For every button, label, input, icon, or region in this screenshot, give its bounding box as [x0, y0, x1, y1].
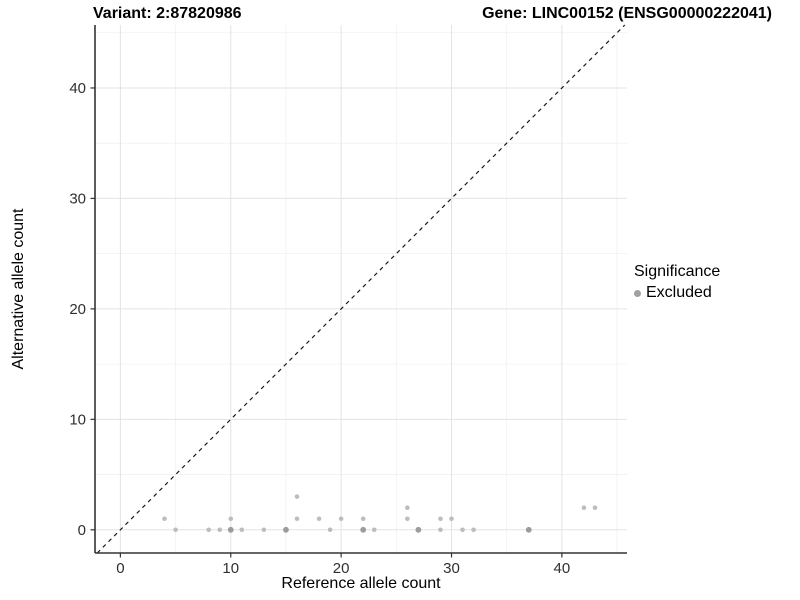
- data-point: [162, 516, 167, 522]
- data-point-overlap: [415, 526, 422, 533]
- data-point: [449, 516, 454, 522]
- data-point: [294, 494, 300, 499]
- x-tick-label: 10: [222, 560, 239, 577]
- excluded-point-icon: [634, 289, 641, 297]
- x-tick-label: 40: [554, 560, 571, 577]
- data-point: [338, 516, 344, 522]
- x-tick-label: 20: [333, 560, 350, 577]
- data-point-overlap: [283, 526, 289, 533]
- data-point: [460, 527, 465, 533]
- x-axis-title: Reference allele count: [281, 575, 441, 592]
- data-point: [360, 516, 366, 522]
- panel-background: [95, 25, 627, 553]
- data-point: [173, 527, 178, 533]
- legend-item-excluded: Excluded: [634, 284, 720, 302]
- x-tick-label: 30: [443, 560, 460, 577]
- y-tick-label: 40: [69, 80, 86, 97]
- data-point: [239, 527, 245, 533]
- y-axis-title: Alternative allele count: [10, 208, 27, 370]
- variant-title: Variant: 2:87820986: [93, 5, 242, 22]
- data-point: [405, 516, 410, 522]
- y-tick-label: 20: [69, 301, 86, 318]
- legend-title: Significance: [634, 263, 721, 280]
- data-point: [217, 527, 223, 533]
- data-point: [592, 505, 598, 511]
- data-point: [581, 505, 587, 511]
- y-tick-label: 0: [78, 522, 86, 539]
- data-point: [438, 527, 443, 533]
- data-point: [438, 516, 443, 522]
- x-tick-label: 0: [116, 560, 124, 577]
- data-point: [261, 527, 267, 533]
- data-point: [471, 527, 476, 533]
- legend-item-label: Excluded: [646, 284, 712, 301]
- data-point-overlap: [360, 526, 367, 533]
- data-point: [206, 527, 211, 533]
- data-point: [228, 516, 234, 522]
- data-point: [327, 527, 333, 533]
- data-point-overlap: [525, 526, 532, 533]
- data-point: [371, 527, 377, 533]
- data-point: [405, 505, 410, 511]
- data-point-overlap: [227, 526, 234, 533]
- data-point: [316, 516, 322, 522]
- legend: Significance Excluded: [634, 263, 720, 302]
- data-point: [294, 516, 300, 522]
- y-tick-label: 10: [69, 411, 86, 428]
- gene-title: Gene: LINC00152 (ENSG00000222041): [482, 5, 772, 22]
- y-tick-label: 30: [69, 190, 86, 207]
